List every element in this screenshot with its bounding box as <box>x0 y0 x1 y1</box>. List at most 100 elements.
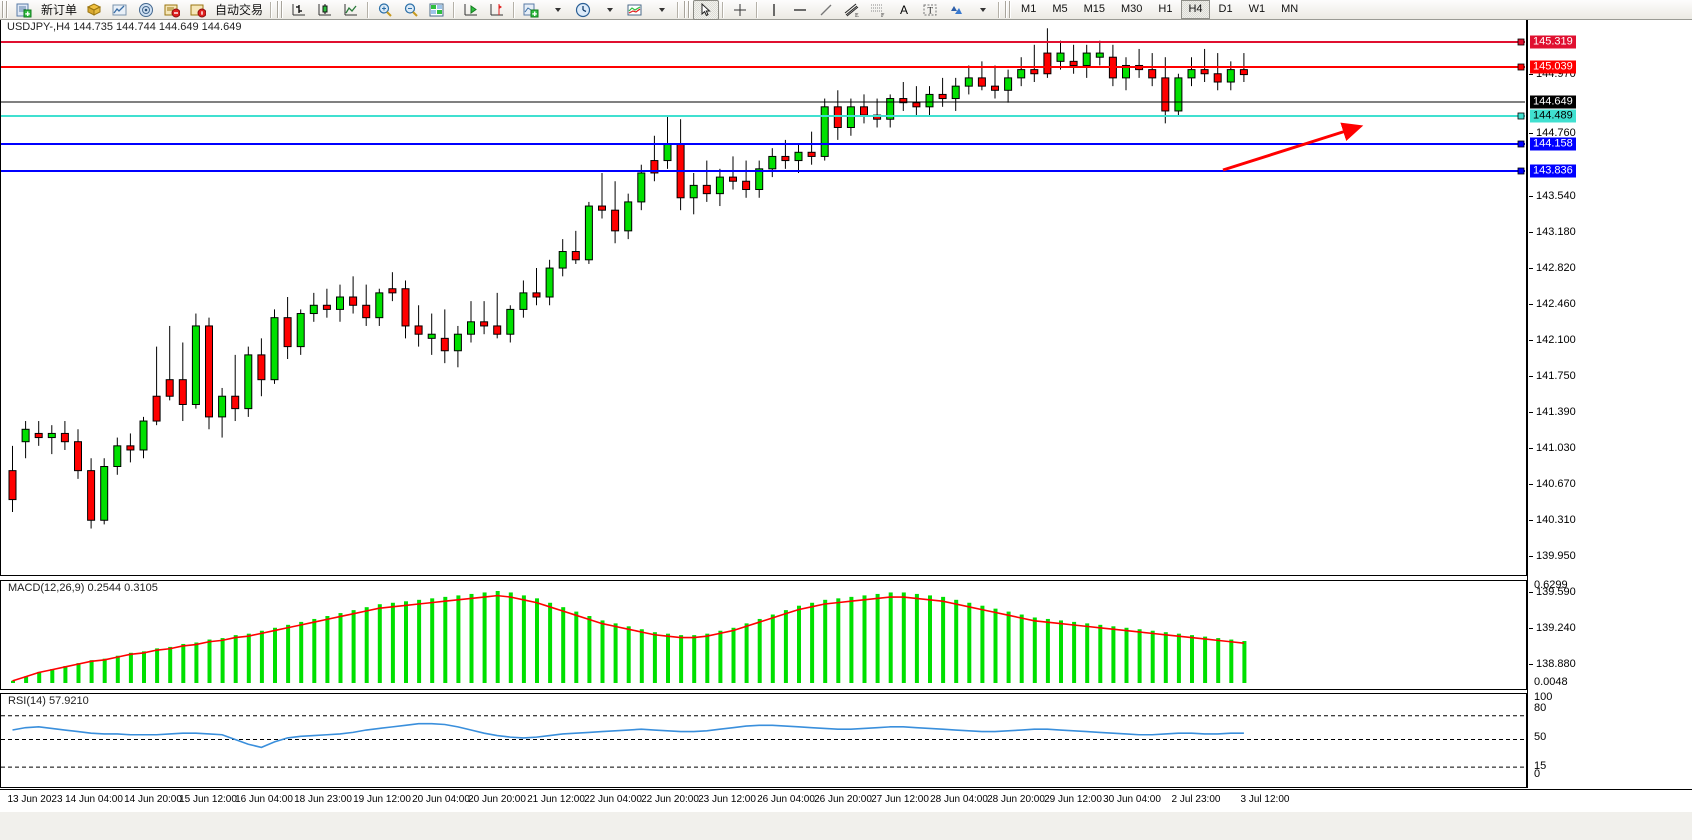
time-tick: 2 Jul 23:00 <box>1171 794 1221 805</box>
price-tick: 141.750 <box>1529 370 1576 382</box>
data-window-icon[interactable] <box>424 0 450 20</box>
navigator-icon[interactable] <box>133 0 159 20</box>
trend-arrow-annotation[interactable] <box>1 20 1526 574</box>
price-level-tag-level-cyan[interactable]: 144.489 <box>1530 109 1576 123</box>
rsi-pane[interactable]: RSI(14) 57.9210 <box>0 693 1527 788</box>
horizontal-price-levels[interactable] <box>1 20 1526 574</box>
time-tick: 3 Jul 12:00 <box>1240 794 1290 805</box>
indicators-icon[interactable] <box>518 0 544 20</box>
line-chart-icon[interactable] <box>338 0 364 20</box>
toolbar-grip-3[interactable] <box>684 1 692 18</box>
period-dropdown-chevron-down-icon[interactable] <box>596 0 622 20</box>
time-axis[interactable]: 13 Jun 2023 14 Jun 04:00 14 Jun 20:00 15 Ju… <box>0 789 1692 813</box>
templates-dropdown-chevron-down-icon[interactable] <box>648 0 674 20</box>
text-icon[interactable]: A <box>900 2 909 17</box>
macd-pane[interactable]: MACD(12,26,9) 0.2544 0.3105 <box>0 580 1527 690</box>
time-tick: 22 Jun 04:00 <box>584 794 642 805</box>
time-tick: 14 Jun 20:00 <box>124 794 182 805</box>
zoom-out-icon[interactable] <box>398 0 424 20</box>
shapes-dropdown-chevron-down-icon[interactable] <box>969 0 995 20</box>
toolbar-grip-2[interactable] <box>277 1 285 18</box>
toolbar-separator-8 <box>998 1 1001 18</box>
toolbar-separator-7 <box>756 1 759 18</box>
price-axis[interactable]: 144.970 144.760 143.540 143.180 142.820 142.4… <box>1527 20 1692 788</box>
macd-axis-zero: 0.0048 <box>1534 676 1568 688</box>
new-order-label[interactable]: 新订单 <box>41 3 78 17</box>
time-tick: 14 Jun 04:00 <box>65 794 123 805</box>
autotrading-label[interactable]: 自动交易 <box>215 3 264 17</box>
new-order-icon[interactable] <box>11 0 37 20</box>
timeframe-mn[interactable]: MN <box>1281 3 1299 15</box>
time-tick: 20 Jun 04:00 <box>412 794 470 805</box>
trendline-icon[interactable] <box>813 0 839 20</box>
rsi-axis-100: 100 <box>1534 691 1553 703</box>
price-tick: 140.670 <box>1529 478 1576 490</box>
timeframe-m15[interactable]: M15 <box>1083 3 1105 15</box>
price-tick: 139.240 <box>1529 622 1576 634</box>
timeframe-h4[interactable]: H4 <box>1181 0 1210 19</box>
fibonacci-icon[interactable]: F <box>865 0 891 20</box>
chart-shift-icon[interactable] <box>484 0 510 20</box>
price-tick: 142.460 <box>1529 298 1576 310</box>
main-toolbar[interactable]: 新订单 自动交易 <box>0 0 1692 20</box>
rsi-label: RSI(14) 57.9210 <box>6 695 91 707</box>
price-tick: 140.310 <box>1529 514 1576 526</box>
bar-chart-icon[interactable] <box>286 0 312 20</box>
timeframe-m1[interactable]: M1 <box>1021 3 1037 15</box>
profiles-icon[interactable] <box>81 0 107 20</box>
price-tick: 143.180 <box>1529 226 1576 238</box>
indicators-dropdown-chevron-down-icon[interactable] <box>544 0 570 20</box>
zoom-in-icon[interactable] <box>372 0 398 20</box>
timeframe-m5[interactable]: M5 <box>1052 3 1068 15</box>
price-level-tag-resistance-1[interactable]: 145.319 <box>1530 35 1576 49</box>
time-tick: 30 Jun 04:00 <box>1103 794 1161 805</box>
price-tick: 141.030 <box>1529 442 1576 454</box>
price-tick: 139.590 <box>1529 586 1576 598</box>
timeframe-group[interactable]: M1 M5 M15 M30 H1 H4 D1 W1 MN <box>1014 0 1305 19</box>
toolbar-grip[interactable] <box>2 1 9 18</box>
price-chart-pane[interactable] <box>0 20 1527 576</box>
terminal-icon[interactable] <box>159 0 185 20</box>
toolbar-separator-6 <box>722 1 725 18</box>
timeframe-m30[interactable]: M30 <box>1121 3 1143 15</box>
price-tick: 138.880 <box>1529 658 1576 670</box>
price-level-tag-support-2[interactable]: 143.836 <box>1530 164 1576 178</box>
price-tick: 142.820 <box>1529 262 1576 274</box>
time-tick: 22 Jun 20:00 <box>641 794 699 805</box>
autotrading-icon[interactable] <box>185 0 211 20</box>
macd-label: MACD(12,26,9) 0.2544 0.3105 <box>6 582 160 594</box>
timeframe-w1[interactable]: W1 <box>1248 3 1266 15</box>
macd-axis-top: 0.6299 <box>1534 579 1568 591</box>
macd-series <box>11 590 1247 683</box>
equidistant-channel-icon[interactable]: E <box>839 0 865 20</box>
time-tick: 27 Jun 12:00 <box>871 794 929 805</box>
svg-text:E: E <box>855 13 859 18</box>
status-bar <box>0 812 1692 840</box>
rsi-axis-50: 50 <box>1534 731 1547 743</box>
auto-scroll-icon[interactable] <box>458 0 484 20</box>
time-tick: 15 Jun 12:00 <box>179 794 237 805</box>
time-tick: 28 Jun 20:00 <box>987 794 1045 805</box>
price-level-tag-support-1[interactable]: 144.158 <box>1530 137 1576 151</box>
time-tick: 20 Jun 20:00 <box>468 794 526 805</box>
horizontal-line-icon[interactable] <box>787 0 813 20</box>
shapes-icon[interactable] <box>943 0 969 20</box>
vertical-line-icon[interactable] <box>761 0 787 20</box>
candlestick-chart-icon[interactable] <box>312 0 338 20</box>
time-tick: 29 Jun 12:00 <box>1044 794 1102 805</box>
toolbar-grip-4[interactable] <box>1005 1 1013 18</box>
timeframe-h1[interactable]: H1 <box>1158 3 1173 15</box>
rsi-axis-0: 0 <box>1534 768 1541 780</box>
crosshair-icon[interactable] <box>727 0 753 20</box>
templates-icon[interactable] <box>622 0 648 20</box>
price-level-tag-resistance-2[interactable]: 145.039 <box>1530 60 1576 74</box>
period-icon[interactable] <box>570 0 596 20</box>
price-level-tag-current-price[interactable]: 144.649 <box>1530 95 1576 109</box>
time-tick: 19 Jun 12:00 <box>353 794 411 805</box>
timeframe-d1[interactable]: D1 <box>1218 3 1233 15</box>
text-label-icon[interactable]: T <box>917 0 943 20</box>
chart-area[interactable]: USDJPY-,H4 144.735 144.744 144.649 144.6… <box>0 20 1692 840</box>
cursor-icon[interactable] <box>693 0 720 20</box>
toolbar-separator-2 <box>367 1 370 18</box>
market-watch-icon[interactable] <box>107 0 133 20</box>
